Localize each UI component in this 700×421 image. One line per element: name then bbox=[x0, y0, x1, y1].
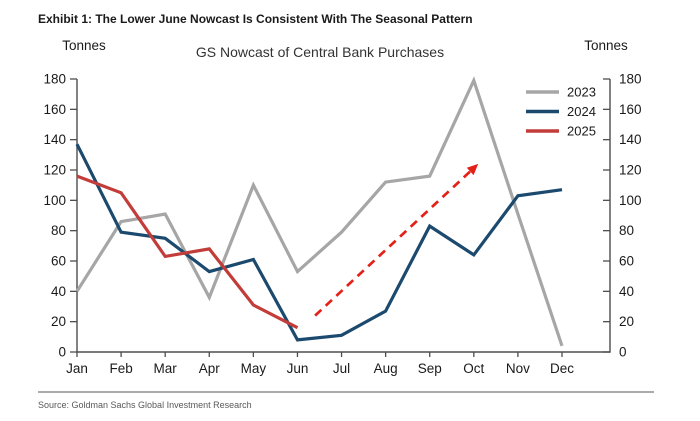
chart-title: GS Nowcast of Central Bank Purchases bbox=[196, 44, 444, 60]
y-tick-label-left: 120 bbox=[43, 163, 66, 178]
month-label: Oct bbox=[463, 361, 484, 376]
y-tick-label-left: 100 bbox=[43, 193, 66, 208]
month-label: May bbox=[241, 361, 267, 376]
y-tick-label-left: 180 bbox=[43, 72, 66, 87]
trend-arrow-line bbox=[314, 167, 475, 317]
series-line-2025 bbox=[76, 174, 299, 330]
legend-item-2025: 2025 bbox=[567, 124, 596, 139]
y-tick-label-right: 20 bbox=[619, 314, 634, 329]
series-line-2024 bbox=[75, 143, 563, 342]
series-line-2023 bbox=[75, 76, 564, 347]
month-label: Jun bbox=[287, 361, 309, 376]
month-label: Sep bbox=[418, 361, 442, 376]
y-tick-label-left: 0 bbox=[58, 345, 66, 360]
central-bank-purchases-line-chart: Tonnes GS Nowcast of Central Bank Purcha… bbox=[43, 38, 642, 376]
month-label: Apr bbox=[199, 361, 221, 376]
y-tick-label-left: 80 bbox=[51, 223, 66, 238]
plot-axes bbox=[70, 78, 611, 357]
axis-frame bbox=[76, 79, 611, 353]
exhibit-title: Exhibit 1: The Lower June Nowcast Is Con… bbox=[38, 12, 473, 26]
trend-arrow-head bbox=[466, 163, 479, 176]
y-tick-label-right: 180 bbox=[619, 72, 642, 87]
month-label: Feb bbox=[109, 361, 132, 376]
y-tick-label-right: 160 bbox=[619, 102, 642, 117]
y-tick-label-left: 40 bbox=[51, 284, 66, 299]
month-label: Jul bbox=[333, 361, 350, 376]
legend-item-2023: 2023 bbox=[567, 85, 596, 100]
y-tick-label-right: 100 bbox=[619, 193, 642, 208]
y-axis-right-labels: 0 20 40 60 80 100 120 140 160 180 bbox=[619, 72, 642, 360]
month-label: Aug bbox=[374, 361, 398, 376]
month-label: Mar bbox=[154, 361, 178, 376]
legend-item-2024: 2024 bbox=[567, 104, 596, 119]
left-axis-unit-label: Tonnes bbox=[62, 38, 106, 53]
right-axis-unit-label: Tonnes bbox=[584, 38, 628, 53]
y-tick-label-right: 60 bbox=[619, 254, 634, 269]
y-tick-label-right: 40 bbox=[619, 284, 634, 299]
month-label: Dec bbox=[550, 361, 574, 376]
y-tick-label-right: 120 bbox=[619, 163, 642, 178]
y-tick-label-left: 160 bbox=[43, 102, 66, 117]
y-tick-label-right: 0 bbox=[619, 345, 627, 360]
trend-arrow bbox=[314, 163, 479, 317]
month-label: Nov bbox=[506, 361, 530, 376]
y-tick-label-right: 140 bbox=[619, 132, 642, 147]
source-note: Source: Goldman Sachs Global Investment … bbox=[38, 400, 252, 410]
footer-divider bbox=[38, 391, 654, 393]
y-tick-label-right: 80 bbox=[619, 223, 634, 238]
y-tick-label-left: 20 bbox=[51, 314, 66, 329]
y-tick-label-left: 60 bbox=[51, 254, 66, 269]
y-axis-left-labels: 0 20 40 60 80 100 120 140 160 180 bbox=[43, 72, 66, 360]
legend: 2023 2024 2025 bbox=[526, 85, 596, 139]
series-lines bbox=[75, 76, 564, 347]
month-label: Jan bbox=[66, 361, 88, 376]
y-tick-label-left: 140 bbox=[43, 132, 66, 147]
x-axis-month-labels: Jan Feb Mar Apr May Jun Jul Aug Sep Oct Nov Dec bbox=[66, 361, 574, 376]
